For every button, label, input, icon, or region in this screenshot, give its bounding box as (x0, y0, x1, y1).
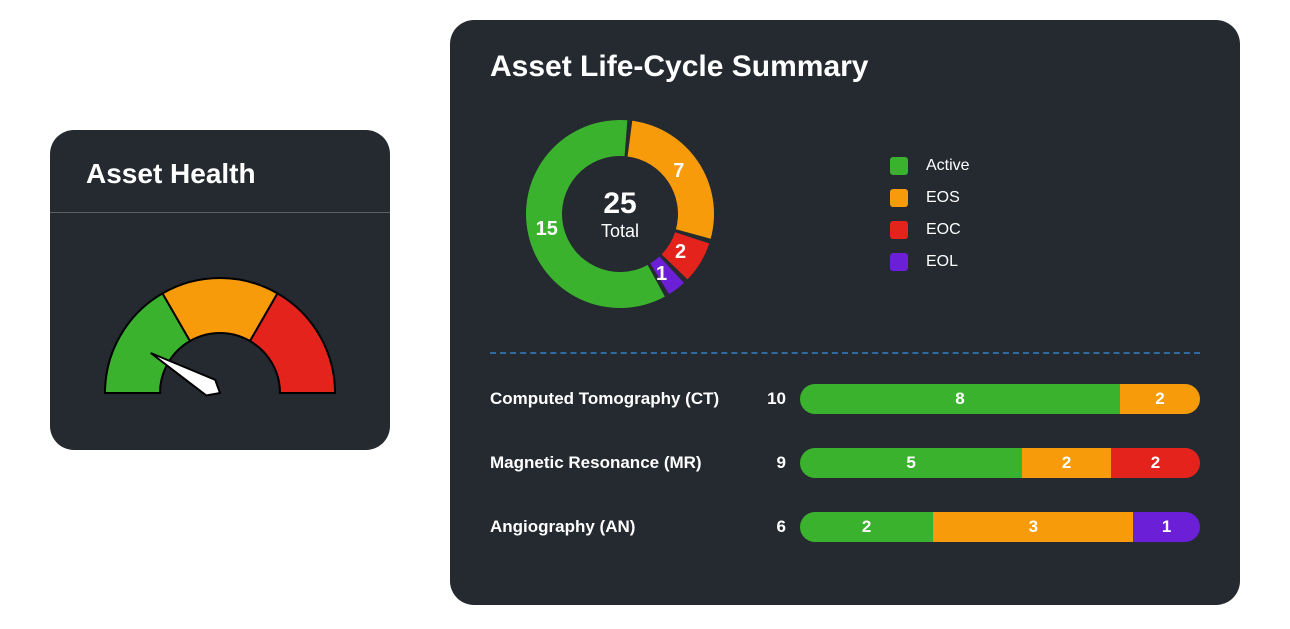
stacked-bars: Computed Tomography (CT)1082Magnetic Res… (450, 374, 1240, 566)
bar-segment: 2 (1022, 448, 1111, 478)
legend-label: EOC (926, 221, 961, 239)
bar-segment: 3 (933, 512, 1133, 542)
bar-track: 522 (800, 448, 1200, 478)
bar-row: Magnetic Resonance (MR)9522 (450, 438, 1240, 502)
legend: Active EOS EOC EOL (890, 143, 970, 285)
donut-total-label: Total (601, 221, 639, 242)
donut-slice-value: 2 (675, 241, 686, 264)
bar-total: 9 (760, 453, 800, 473)
gauge-chart (80, 243, 360, 413)
legend-item: EOL (890, 253, 970, 271)
legend-swatch (890, 157, 908, 175)
donut-center: 25 Total (510, 104, 730, 324)
bar-segment: 2 (1111, 448, 1200, 478)
bar-segment: 2 (800, 512, 933, 542)
dashed-divider (490, 352, 1200, 354)
donut-row: 25 Total 15 7 21 Active EOS EOC EOL (450, 94, 1240, 344)
legend-swatch (890, 253, 908, 271)
bar-row: Computed Tomography (CT)1082 (450, 374, 1240, 438)
asset-health-card: Asset Health (50, 130, 390, 450)
asset-lifecycle-card: Asset Life-Cycle Summary 25 Total 15 7 21 … (450, 20, 1240, 605)
legend-item: EOC (890, 221, 970, 239)
bar-total: 10 (760, 389, 800, 409)
bar-segment: 8 (800, 384, 1120, 414)
legend-label: EOS (926, 189, 960, 207)
bar-total: 6 (760, 517, 800, 537)
legend-label: EOL (926, 253, 958, 271)
bar-row: Angiography (AN)6231 (450, 502, 1240, 566)
bar-track: 82 (800, 384, 1200, 414)
legend-swatch (890, 221, 908, 239)
donut-total-value: 25 (603, 187, 636, 221)
donut-wrap: 25 Total 15 7 21 (510, 104, 730, 324)
donut-slice-value: 7 (673, 160, 684, 183)
bar-label: Computed Tomography (CT) (490, 389, 760, 409)
gauge-wrap (50, 213, 390, 413)
bar-track: 231 (800, 512, 1200, 542)
bar-segment: 1 (1133, 512, 1200, 542)
asset-health-title: Asset Health (50, 130, 390, 212)
bar-segment: 5 (800, 448, 1022, 478)
legend-swatch (890, 189, 908, 207)
donut-slice-value: 15 (536, 218, 558, 241)
asset-lifecycle-title: Asset Life-Cycle Summary (450, 20, 1240, 94)
donut-slice-value: 1 (656, 263, 667, 286)
bar-label: Magnetic Resonance (MR) (490, 453, 760, 473)
legend-item: EOS (890, 189, 970, 207)
legend-label: Active (926, 157, 970, 175)
bar-segment: 2 (1120, 384, 1200, 414)
legend-item: Active (890, 157, 970, 175)
bar-label: Angiography (AN) (490, 517, 760, 537)
